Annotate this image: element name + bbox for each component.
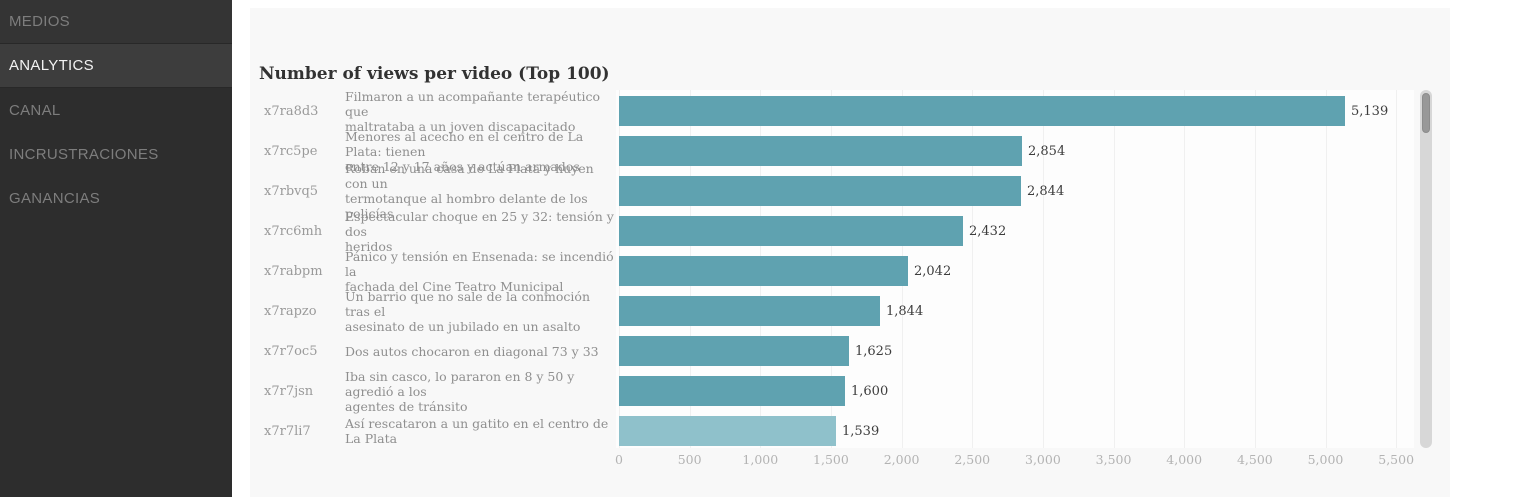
x-gridline xyxy=(1113,90,1115,448)
x-axis-tick-label: 4,000 xyxy=(1166,452,1203,467)
bar-value-label: 5,139 xyxy=(1351,103,1389,119)
video-id-label: x7rapzo xyxy=(264,303,317,319)
video-title-label: Dos autos chocaron en diagonal 73 y 33 xyxy=(345,343,599,359)
video-title-label: Pánico y tensión en Ensenada: se incendi… xyxy=(345,248,614,294)
bar-x7rc5pe[interactable] xyxy=(619,136,1022,166)
bar-x7r7jsn[interactable] xyxy=(619,376,845,406)
video-id-label: x7r7jsn xyxy=(264,383,314,399)
bar-value-label: 2,042 xyxy=(914,263,952,279)
video-id-label: x7rbvq5 xyxy=(264,183,319,199)
bar-value-label: 2,432 xyxy=(969,223,1007,239)
x-gridline xyxy=(1325,90,1327,448)
x-gridline xyxy=(1184,90,1186,448)
x-gridline xyxy=(1396,90,1398,448)
bar-x7rapzo[interactable] xyxy=(619,296,880,326)
sidebar: MEDIOS ANALYTICS CANAL INCRUSTRACIONES GANAN… xyxy=(0,0,232,497)
sidebar-item-canal[interactable]: CANAL xyxy=(9,101,61,119)
x-gridline xyxy=(1042,90,1044,448)
video-id-label: x7ra8d3 xyxy=(264,103,319,119)
video-title-label: Espectacular choque en 25 y 32: tensión … xyxy=(345,208,614,254)
x-axis-tick-label: 1,500 xyxy=(813,452,849,467)
x-axis-tick-label: 2,000 xyxy=(883,452,920,467)
sidebar-item-medios[interactable]: MEDIOS xyxy=(0,0,232,44)
bar-x7r7oc5[interactable] xyxy=(619,336,849,366)
bar-value-label: 2,844 xyxy=(1027,183,1065,199)
x-axis-tick-label: 1,000 xyxy=(742,452,779,467)
video-title-label: Roban en una casa de La Plata y huyen co… xyxy=(345,161,594,221)
video-title-label: Un barrio que no sale de la conmoción tr… xyxy=(345,288,590,334)
x-axis-tick-label: 3,000 xyxy=(1024,452,1061,467)
video-id-label: x7rc6mh xyxy=(264,223,323,239)
bar-x7r7li7[interactable] xyxy=(619,416,836,446)
sidebar-item-ganancias[interactable]: GANANCIAS xyxy=(9,189,101,207)
video-id-label: x7r7li7 xyxy=(264,423,311,439)
x-axis-tick-label: 4,500 xyxy=(1236,452,1273,467)
video-title-label: Menores al acecho en el centro de La Pla… xyxy=(345,128,584,174)
bar-value-label: 2,854 xyxy=(1028,143,1066,159)
bar-value-label: 1,600 xyxy=(851,383,889,399)
bar-x7ra8d3[interactable] xyxy=(619,96,1345,126)
x-gridline xyxy=(1254,90,1256,448)
bar-x7rbvq5[interactable] xyxy=(619,176,1021,206)
bar-x7rabpm[interactable] xyxy=(619,256,908,286)
video-title-label: Así rescataron a un gatito en el centro … xyxy=(345,416,609,446)
chart-scrollbar-thumb[interactable] xyxy=(1422,93,1430,133)
sidebar-item-incrustraciones[interactable]: INCRUSTRACIONES xyxy=(9,145,159,163)
bar-value-label: 1,539 xyxy=(842,423,880,439)
x-axis-tick-label: 5,000 xyxy=(1307,452,1344,467)
video-id-label: x7rc5pe xyxy=(264,143,318,159)
video-title-label: Filmaron a un acompañante terapéutico qu… xyxy=(345,88,601,134)
bar-x7rc6mh[interactable] xyxy=(619,216,963,246)
analytics-panel: Number of views per video (Top 100) 0 500… xyxy=(250,8,1450,497)
bar-value-label: 1,844 xyxy=(886,303,924,319)
x-axis-tick-label: 2,500 xyxy=(954,452,991,467)
x-axis-tick-label: 500 xyxy=(677,452,702,467)
x-gridline xyxy=(972,90,974,448)
bar-value-label: 1,625 xyxy=(855,343,893,359)
video-id-label: x7rabpm xyxy=(264,263,323,279)
sidebar-item-analytics[interactable]: ANALYTICS xyxy=(0,44,232,88)
video-title-label: Iba sin casco, lo pararon en 8 y 50 y ag… xyxy=(345,368,575,414)
x-axis-tick-label: 3,500 xyxy=(1095,452,1132,467)
x-axis-tick-label: 5,500 xyxy=(1378,452,1415,467)
chart-scrollbar-track[interactable] xyxy=(1420,90,1432,448)
chart-title: Number of views per video (Top 100) xyxy=(259,64,610,84)
video-id-label: x7r7oc5 xyxy=(264,343,318,359)
x-axis-tick-label: 0 xyxy=(615,452,623,467)
